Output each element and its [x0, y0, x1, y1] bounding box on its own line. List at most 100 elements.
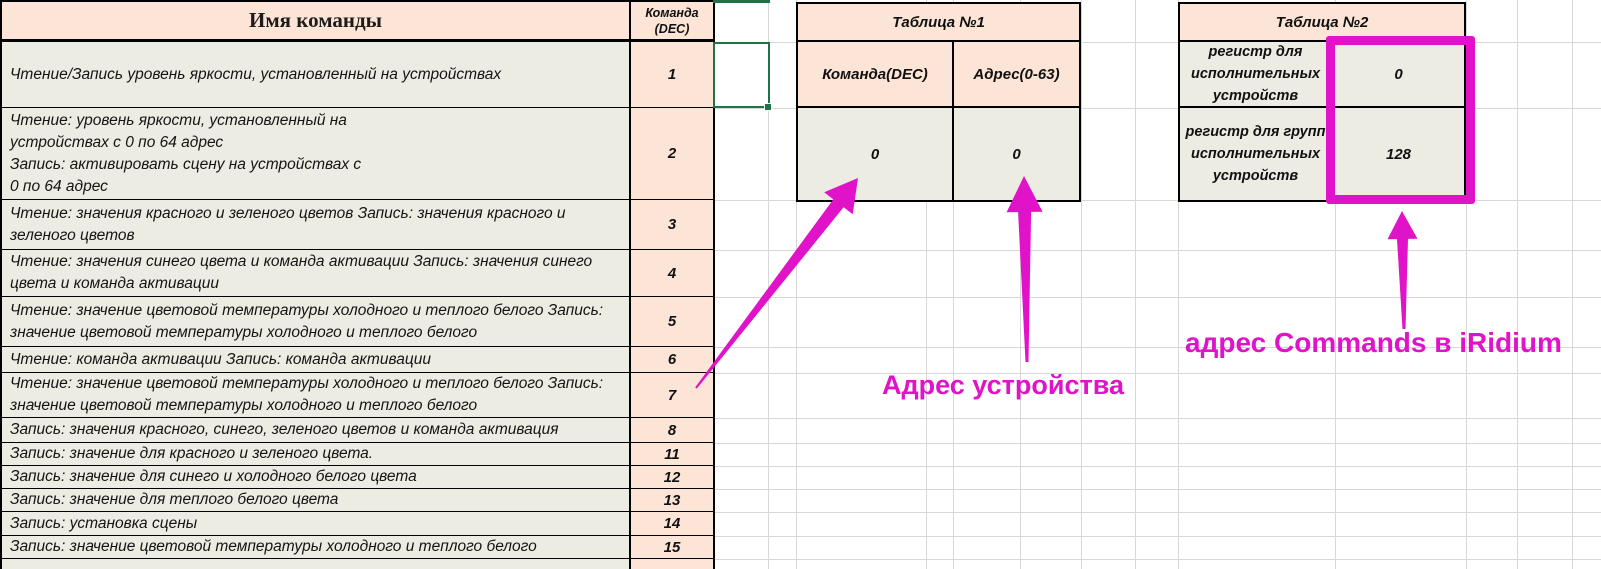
table2-title-cell[interactable]: Таблица №2: [1180, 4, 1464, 42]
command-name-line: Запись: значение цветовой температуры хо…: [10, 538, 537, 555]
command-name-cell[interactable]: Чтение: значения синего цвета и команда …: [2, 250, 631, 296]
command-name-cell[interactable]: Чтение: значения красного и зеленого цве…: [2, 200, 631, 249]
command-name-line: значение цветовой температуры холодного …: [10, 397, 478, 414]
gridline-v: [1178, 0, 1179, 569]
command-name-cell[interactable]: Чтение: уровень яркости, установленный н…: [2, 108, 631, 199]
command-dec-cell[interactable]: 11: [631, 443, 713, 465]
command-name-line: Чтение: значения синего цвета и команда …: [10, 253, 593, 270]
command-name-line: Запись: установка сцены: [10, 514, 198, 532]
table1: Таблица №1 Команда(DEC) Адрес(0-63) 0 0: [796, 2, 1081, 202]
command-name-line: значение цветовой температуры холодного …: [10, 323, 478, 341]
command-name-line: Чтение/Запись уровень яркости, установле…: [10, 65, 502, 83]
gridline-h: [715, 373, 1601, 374]
command-name-cell[interactable]: Чтение/Запись уровень яркости, установле…: [2, 42, 631, 107]
command-name-line: Чтение: команда активации Запись: команд…: [10, 350, 431, 368]
command-dec-cell[interactable]: 7: [631, 373, 713, 417]
table2: Таблица №2 регистр для исполнительных устр…: [1178, 2, 1466, 202]
commands-table-title-cell[interactable]: Имя команды: [2, 2, 631, 39]
table1-command-value-cell[interactable]: 0: [798, 108, 954, 200]
selected-cell-outline[interactable]: [713, 42, 770, 108]
command-name-cell[interactable]: Запись: значения красного, синего, зелен…: [2, 418, 631, 442]
highlight-rectangle: [1326, 36, 1475, 204]
table2-group-register-label-cell[interactable]: регистр для групп исполнительных устройств: [1180, 108, 1333, 200]
table-row: Чтение: уровень яркости, установленный н…: [2, 108, 713, 200]
command-name-line: Запись: активировать сцену на устройства…: [10, 155, 362, 173]
selection-fill-handle[interactable]: [764, 103, 772, 111]
table-row: Запись: установка сцены 14: [2, 512, 713, 536]
register-label-line: устройств: [1212, 168, 1299, 184]
gridline-v: [1517, 0, 1518, 569]
table1-address-value-cell[interactable]: 0: [954, 108, 1079, 200]
command-dec-header-line2: (DEC): [654, 21, 690, 36]
command-name-cell[interactable]: Чтение: значение цветовой температуры хо…: [2, 373, 631, 417]
command-name-cell[interactable]: Запись: значение для красного и зеленого…: [2, 443, 631, 465]
command-name-line: Чтение: значения красного и зеленого цве…: [10, 204, 566, 222]
command-name-line: Запись: значения красного, синего, зелен…: [10, 421, 559, 438]
gridline-h: [715, 536, 1601, 537]
gridline-h: [715, 466, 1601, 467]
command-name-cell[interactable]: Запись: установка сцены: [2, 512, 631, 535]
table-row: Запись: значение для красного и зеленого…: [2, 443, 713, 466]
gridline-h: [715, 347, 1601, 348]
command-dec-cell[interactable]: 4: [631, 250, 713, 296]
register-label-line: регистр для: [1208, 44, 1303, 60]
table2-register-label-cell[interactable]: регистр для исполнительных устройств: [1180, 42, 1333, 106]
register-label-line: исполнительных: [1190, 146, 1321, 162]
command-dec-cell[interactable]: 5: [631, 297, 713, 346]
table-row: Запись: значения красного, синего, зелен…: [2, 418, 713, 443]
selection-border-top-fragment: [713, 0, 770, 3]
commands-table-body: Чтение/Запись уровень яркости, установле…: [2, 42, 713, 559]
table1-title-cell[interactable]: Таблица №1: [798, 4, 1079, 42]
command-dec-cell[interactable]: 8: [631, 418, 713, 442]
table2-group-register-value-cell[interactable]: 128: [1333, 108, 1464, 200]
command-dec-cell[interactable]: 14: [631, 512, 713, 535]
gridline-h: [715, 108, 1601, 109]
command-name-cell[interactable]: Чтение: значение цветовой температуры хо…: [2, 297, 631, 346]
command-dec-cell[interactable]: 3: [631, 200, 713, 249]
command-name-line: Чтение: уровень яркости, установленный н…: [10, 111, 347, 129]
register-label-line: устройств: [1212, 88, 1299, 104]
register-label-line: регистр для групп: [1185, 124, 1326, 140]
command-name-cell[interactable]: Чтение: команда активации Запись: команд…: [2, 347, 631, 372]
gridline-h: [715, 200, 1601, 201]
command-dec-cell[interactable]: 2: [631, 108, 713, 199]
command-name-cell[interactable]: Запись: значение цветовой температуры хо…: [2, 536, 631, 558]
commands-table: Имя команды Команда (DEC) Чтение/Запись …: [0, 0, 715, 569]
command-name-line: Запись: значение для теплого белого цвет…: [10, 491, 339, 508]
register-label-line: исполнительных: [1190, 66, 1321, 82]
gridline-v: [1135, 0, 1136, 569]
command-name-line: Чтение: значение цветовой температуры хо…: [10, 375, 604, 392]
table2-register-value-cell[interactable]: 0: [1333, 42, 1464, 106]
device-address-annotation: Адрес устройства: [882, 370, 1124, 400]
command-dec-cell[interactable]: 12: [631, 466, 713, 488]
commands-table-header-row: Имя команды Команда (DEC): [2, 2, 713, 42]
partial-dec-cell[interactable]: [631, 559, 713, 569]
command-name-cell[interactable]: Запись: значение для теплого белого цвет…: [2, 489, 631, 511]
command-name-line: зеленого цветов: [10, 226, 135, 244]
table1-command-header-cell[interactable]: Команда(DEC): [798, 42, 954, 106]
command-dec-cell[interactable]: 1: [631, 42, 713, 107]
gridline-v: [1572, 0, 1573, 569]
iridium-address-annotation: адрес Commands в iRidium: [1185, 327, 1562, 358]
command-name-line: Чтение: значение цветовой температуры хо…: [10, 301, 604, 319]
command-dec-cell[interactable]: 13: [631, 489, 713, 511]
gridline-h: [715, 443, 1601, 444]
gridline-h: [715, 559, 1601, 560]
gridline-v: [926, 0, 927, 569]
table-row: Чтение/Запись уровень яркости, установле…: [2, 42, 713, 108]
gridline-h: [715, 512, 1601, 513]
table-row: Чтение: значения красного и зеленого цве…: [2, 200, 713, 250]
partial-name-cell[interactable]: [2, 559, 631, 569]
gridline-h: [715, 297, 1601, 298]
command-dec-cell[interactable]: 6: [631, 347, 713, 372]
command-dec-cell[interactable]: 15: [631, 536, 713, 558]
gridline-v: [1081, 0, 1082, 569]
command-name-line: 0 по 64 адрес: [10, 177, 108, 195]
table-row: Запись: значение цветовой температуры хо…: [2, 536, 713, 559]
arrow-to-commands-register-values: [1387, 211, 1418, 329]
gridline-h: [715, 418, 1601, 419]
command-dec-header-cell[interactable]: Команда (DEC): [631, 2, 713, 39]
table1-address-header-cell[interactable]: Адрес(0-63): [954, 42, 1079, 106]
command-name-cell[interactable]: Запись: значение для синего и холодного …: [2, 466, 631, 488]
command-name-line: устройствах с 0 по 64 адрес: [10, 133, 224, 151]
